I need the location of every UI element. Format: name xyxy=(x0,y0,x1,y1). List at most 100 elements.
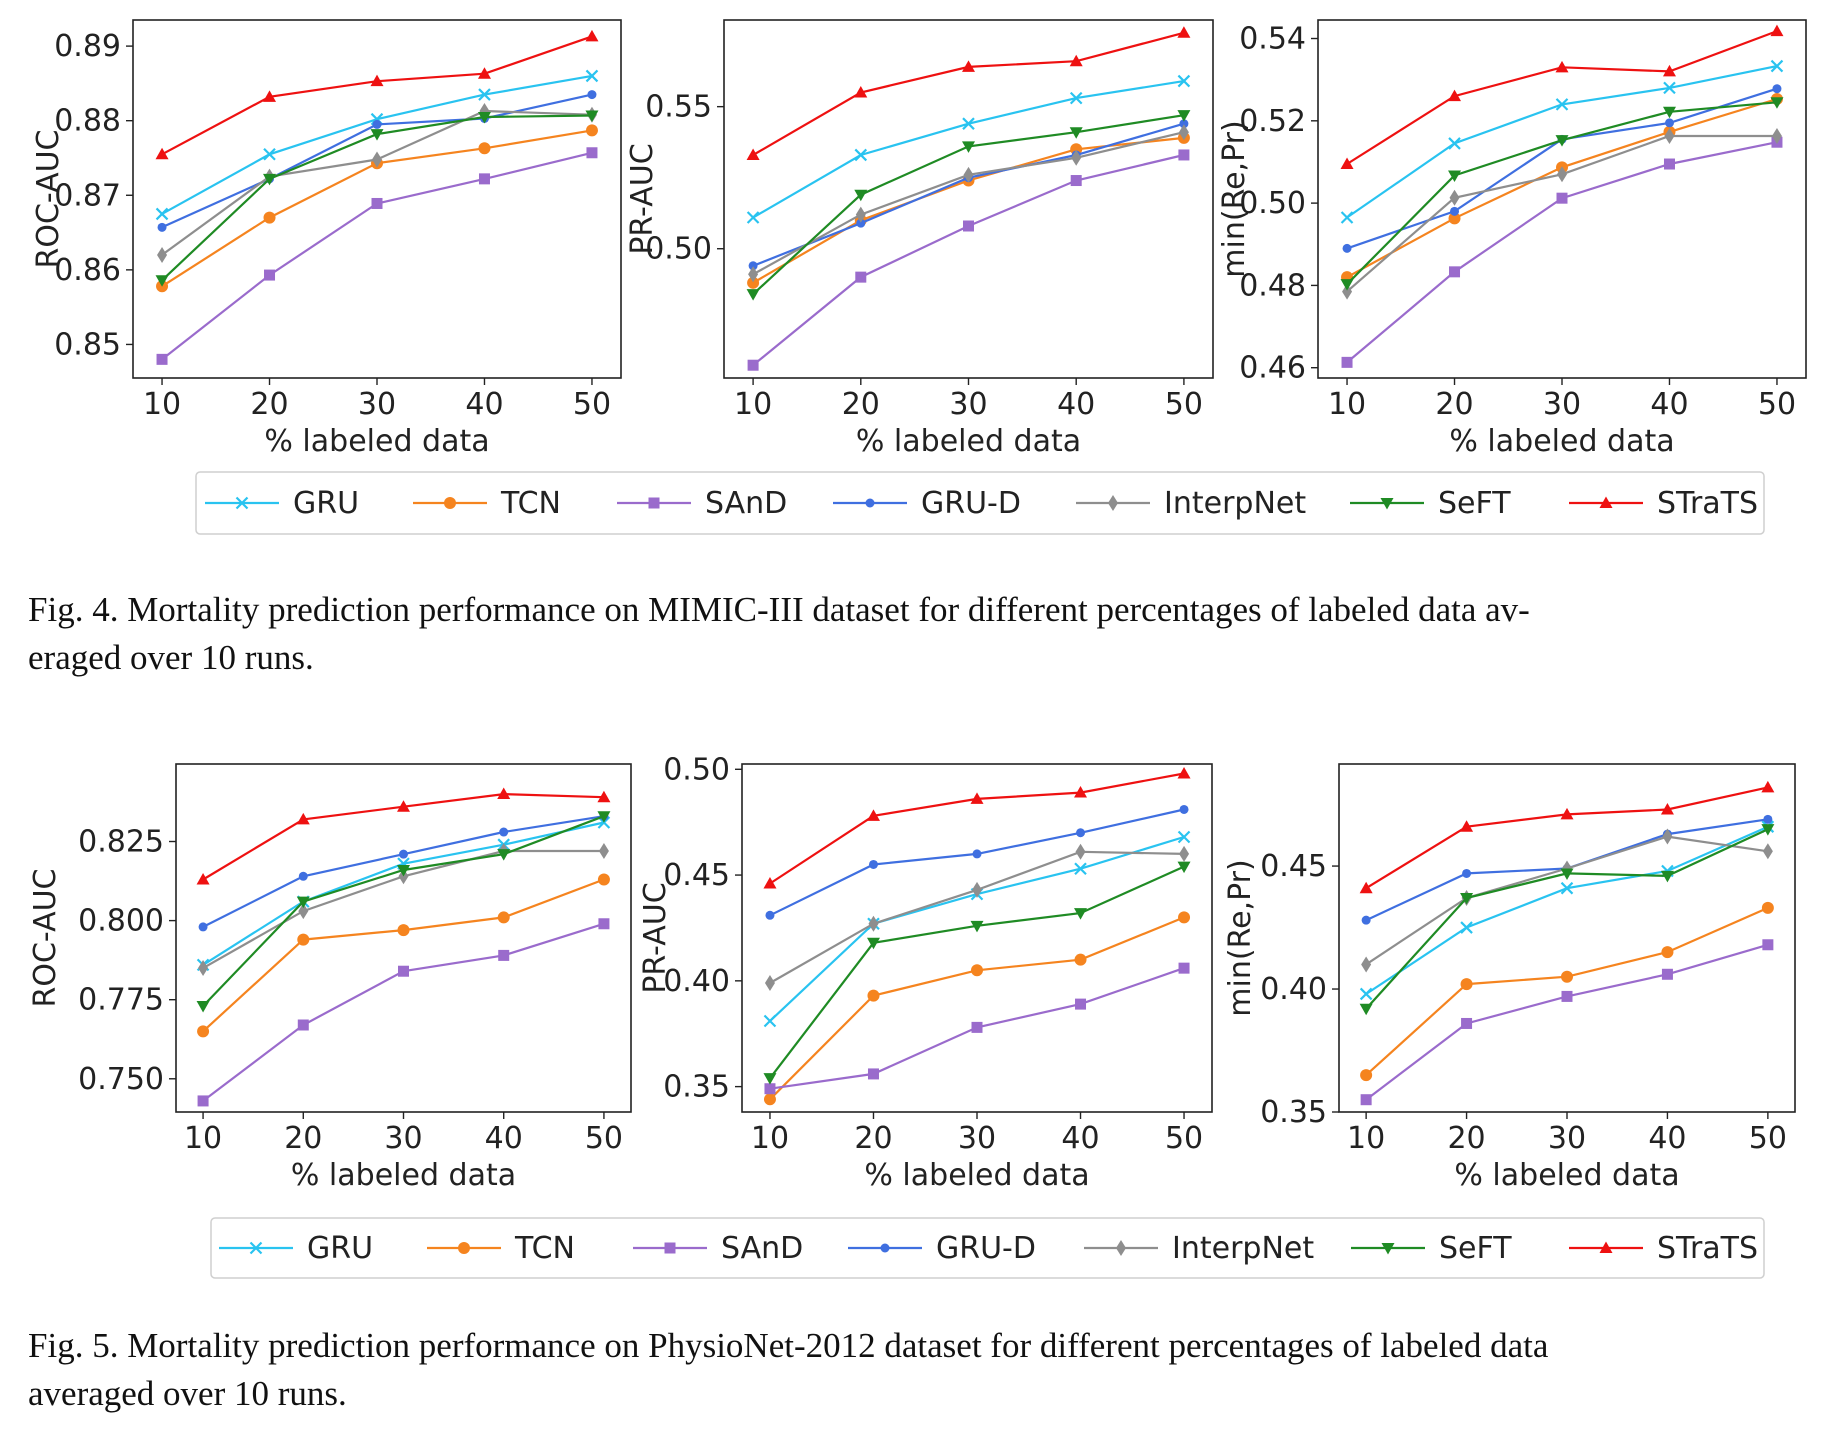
data-point xyxy=(1761,824,1775,836)
data-point xyxy=(196,1001,210,1013)
legend-label: STraTS xyxy=(1657,486,1758,521)
y-tick-label: 0.87 xyxy=(54,178,121,213)
series-line xyxy=(161,74,593,215)
data-point xyxy=(157,222,167,232)
data-point xyxy=(298,871,308,881)
data-point xyxy=(868,859,878,869)
legend-marker xyxy=(865,498,875,508)
data-point xyxy=(298,903,309,920)
x-axis-label: % labeled data xyxy=(856,424,1081,459)
legend-label: SeFT xyxy=(1439,1231,1512,1266)
y-tick-label: 0.54 xyxy=(1239,22,1306,57)
x-tick-label: 10 xyxy=(734,387,772,422)
data-point xyxy=(1177,861,1191,874)
data-point xyxy=(972,881,982,898)
x-tick-label: 50 xyxy=(1758,387,1796,422)
data-point xyxy=(1075,843,1086,860)
legend-marker xyxy=(444,497,456,509)
legend-label: GRU-D xyxy=(921,486,1021,521)
legend-label: InterpNet xyxy=(1172,1231,1314,1266)
data-point xyxy=(963,166,974,183)
data-point xyxy=(963,220,974,232)
legend-item-gru-d: GRU-D xyxy=(848,1231,1036,1266)
data-point xyxy=(597,811,611,823)
legend-item-interpnet: InterpNet xyxy=(1084,1231,1314,1266)
y-axis-label: ROC-AUC xyxy=(28,869,63,1008)
legend-item-sand: SAnD xyxy=(633,1231,803,1266)
x-tick-label: 30 xyxy=(958,1121,996,1156)
data-point xyxy=(1662,64,1676,77)
data-point xyxy=(1069,91,1083,105)
legend-figure-4: GRU TCN SAnD GRU-D InterpNet SeFT STraTS xyxy=(195,471,1765,535)
data-point xyxy=(372,119,382,129)
x-tick-label: 20 xyxy=(284,1121,322,1156)
series-line xyxy=(1365,835,1769,966)
data-point xyxy=(397,800,410,812)
series-sand xyxy=(197,918,610,1107)
series-gru xyxy=(746,74,1191,224)
x-tick-label: 40 xyxy=(1648,1121,1686,1156)
data-point xyxy=(1761,780,1775,793)
data-point xyxy=(1177,830,1191,844)
series-strats xyxy=(746,26,1191,160)
data-point xyxy=(748,261,758,271)
data-point xyxy=(1340,211,1354,224)
data-point xyxy=(1342,243,1352,253)
y-axis-label: ROC-AUC xyxy=(31,130,66,269)
y-tick-label: 0.825 xyxy=(78,825,164,860)
y-tick-label: 0.35 xyxy=(663,1070,730,1105)
series-tcn xyxy=(1360,901,1774,1082)
legend-label: GRU xyxy=(293,486,359,521)
data-point xyxy=(1761,901,1774,914)
data-point xyxy=(1460,820,1474,832)
data-point xyxy=(198,922,208,932)
legend-marker xyxy=(458,1242,470,1254)
data-point xyxy=(1460,921,1473,934)
data-point xyxy=(856,218,866,228)
y-tick-label: 0.40 xyxy=(663,964,730,999)
x-axis-label: % labeled data xyxy=(864,1158,1089,1193)
legend-marker xyxy=(648,497,660,509)
data-point xyxy=(763,1073,777,1085)
series-gru-d xyxy=(765,804,1189,920)
data-point xyxy=(972,849,982,859)
series-seft xyxy=(1359,824,1775,1016)
data-point xyxy=(1178,149,1190,161)
figure-5-caption: Fig. 5. Mortality prediction performance… xyxy=(28,1322,1828,1418)
data-point xyxy=(497,787,511,800)
data-point xyxy=(1461,1017,1473,1029)
data-point xyxy=(867,1068,879,1080)
data-point xyxy=(1763,814,1773,824)
plot-frame xyxy=(723,19,1214,379)
y-axis-label: min(Re,Pr) xyxy=(1223,859,1258,1016)
data-point xyxy=(1340,279,1354,291)
data-point xyxy=(748,266,759,283)
data-point xyxy=(764,974,775,991)
data-point xyxy=(477,67,491,79)
data-point xyxy=(1771,128,1782,145)
legend-figure-5: GRU TCN SAnD GRU-D InterpNet SeFT STraTS xyxy=(210,1217,1765,1279)
y-tick-label: 0.89 xyxy=(54,29,121,64)
series-sand xyxy=(747,149,1190,371)
x-tick-label: 10 xyxy=(751,1121,789,1156)
data-point xyxy=(585,69,599,83)
x-axis-label: % labeled data xyxy=(264,424,489,459)
data-point xyxy=(478,142,491,155)
data-point xyxy=(263,211,276,224)
data-point xyxy=(1557,166,1567,183)
series-line xyxy=(752,136,1185,284)
chart-panel-3: 10 20 30 40 50 0.46 0.48 0.50 0.52 0.54 % labeled … xyxy=(1217,19,1807,459)
data-point xyxy=(1762,939,1774,951)
data-point xyxy=(854,189,868,202)
data-point xyxy=(1450,206,1460,216)
legend-item-seft: SeFT xyxy=(1350,486,1511,521)
x-tick-label: 20 xyxy=(842,387,880,422)
data-point xyxy=(498,949,510,961)
data-point xyxy=(1360,1094,1372,1106)
x-tick-label: 40 xyxy=(465,387,503,422)
data-point xyxy=(763,1014,777,1028)
series-line xyxy=(161,151,593,361)
series-line xyxy=(202,878,605,1033)
y-tick-label: 0.40 xyxy=(1260,972,1327,1007)
data-point xyxy=(398,965,409,977)
